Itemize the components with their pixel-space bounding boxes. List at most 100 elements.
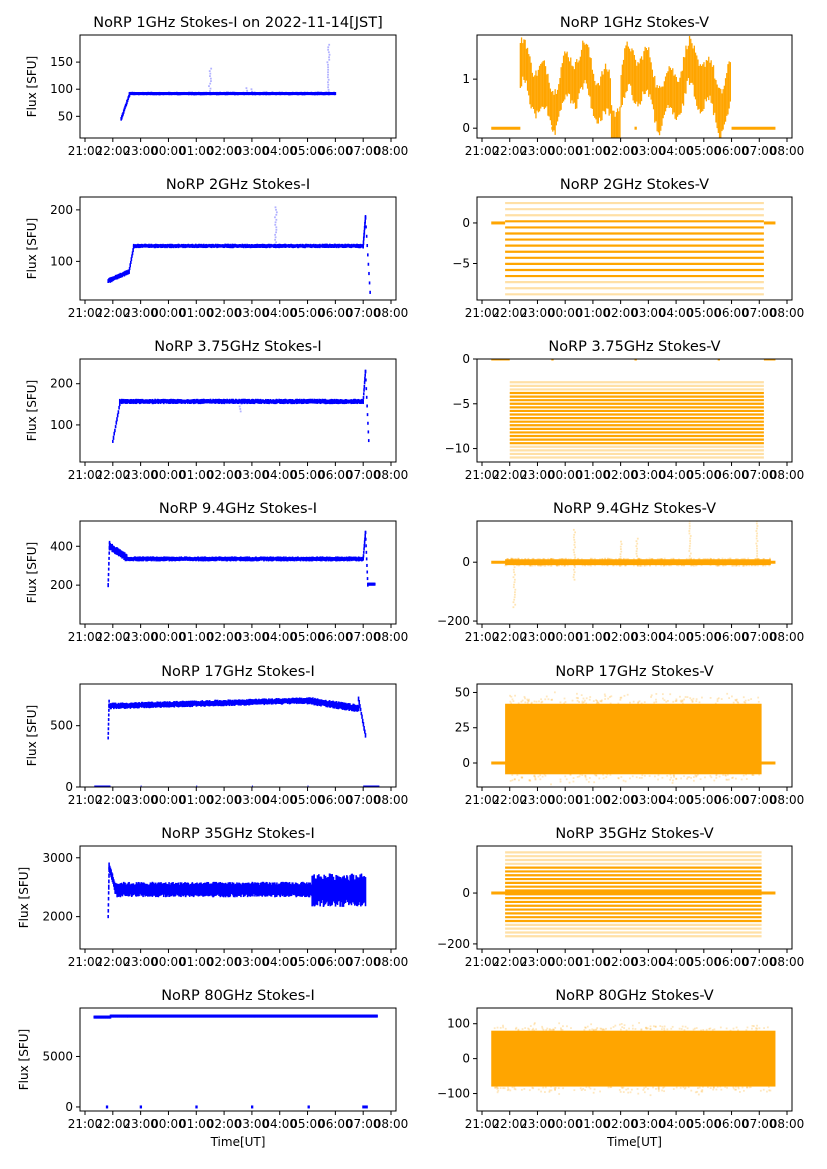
data-point (663, 564, 666, 567)
data-point (548, 1029, 551, 1032)
data-point (556, 564, 558, 567)
y-tick-label: 1 (462, 72, 470, 86)
data-point (768, 564, 771, 567)
x-tick-label: 00:00 (151, 955, 186, 969)
data-point (663, 1085, 666, 1088)
data-point (684, 1025, 687, 1028)
x-tick-label: 01:00 (179, 1117, 214, 1131)
data-point (559, 701, 562, 704)
data-point (531, 564, 534, 567)
axes-frame (79, 358, 397, 463)
data-point (715, 773, 718, 776)
data-point (636, 542, 639, 545)
data-point (514, 593, 516, 596)
x-tick-label: 21:00 (68, 630, 103, 644)
data-point (517, 1028, 520, 1031)
data-point (589, 696, 592, 698)
data-point (762, 1088, 765, 1091)
x-tick-label: 01:00 (576, 955, 611, 969)
data-point (521, 699, 524, 702)
data-point (657, 1087, 660, 1090)
data-point (245, 92, 248, 95)
x-tick-label: 06:00 (714, 1117, 749, 1131)
chart-title: NoRP 9.4GHz Stokes-I (159, 501, 317, 517)
data-point (609, 702, 612, 705)
x-tick-label: 01:00 (576, 1117, 611, 1131)
data-point (560, 558, 563, 560)
data-point (551, 698, 554, 701)
data-point (635, 550, 638, 553)
x-tick-label: 01:00 (576, 468, 611, 482)
data-point (590, 564, 592, 567)
x-tick-label: 04:00 (659, 1117, 694, 1131)
x-tick-label: 07:00 (742, 468, 777, 482)
data-point (625, 564, 627, 567)
data-point (684, 696, 687, 698)
data-point (543, 558, 546, 561)
y-tick-label: 100 (447, 1017, 470, 1031)
data-point (494, 1086, 496, 1089)
data-point (513, 566, 516, 569)
y-tick-label: 200 (50, 377, 73, 391)
data-point (659, 558, 662, 561)
data-point (497, 1087, 499, 1090)
data-point (617, 702, 620, 705)
x-tick-label: 07:00 (742, 144, 777, 158)
data-point (766, 1090, 768, 1093)
x-tick-label: 23:00 (123, 468, 158, 482)
x-tick-label: 05:00 (290, 144, 325, 158)
data-point (638, 558, 640, 560)
x-tick-label: 03:00 (235, 630, 270, 644)
data-point (742, 557, 745, 560)
data-point (628, 1027, 630, 1030)
data-point (690, 564, 692, 567)
x-tick-label: 23:00 (520, 468, 555, 482)
x-tick-label: 00:00 (151, 468, 186, 482)
data-point (759, 1089, 762, 1092)
data-point (326, 61, 329, 64)
data-point (604, 558, 607, 560)
data-point (603, 564, 606, 567)
data-point (732, 1087, 735, 1090)
data-point (544, 698, 547, 701)
data-point (700, 1029, 702, 1032)
data-point (737, 701, 740, 704)
y-tick-label: 3000 (42, 851, 73, 865)
data-point (274, 238, 276, 241)
data-point (511, 558, 513, 561)
y-tick-label: 200 (50, 578, 73, 592)
axes-frame (476, 683, 793, 788)
data-point (524, 1027, 527, 1029)
data-point (592, 1091, 595, 1094)
data-point (274, 223, 277, 226)
data-point (584, 1026, 586, 1029)
data-point (749, 1086, 752, 1088)
data-point (649, 1027, 652, 1030)
data-point (688, 530, 691, 532)
data-point (757, 700, 760, 703)
data-point (672, 700, 675, 703)
panel-1GHz-V: NoRP 1GHz Stokes-V 0 1 21:0022:0023:0000:00… (462, 15, 804, 158)
data-point (647, 1087, 649, 1090)
data-point (327, 73, 329, 76)
x-tick-label: 21:00 (68, 793, 103, 807)
data-point (683, 698, 685, 701)
data-point (510, 695, 513, 698)
data-point (757, 558, 759, 561)
data-point (512, 606, 515, 609)
data-point (542, 558, 545, 560)
data-point (735, 699, 737, 702)
data-point (648, 557, 651, 560)
data-point (588, 564, 591, 567)
data-point (590, 1023, 593, 1026)
x-tick-label: 22:00 (492, 955, 527, 969)
data-point (328, 43, 331, 46)
data-point (550, 1089, 553, 1092)
data-point (493, 1027, 496, 1030)
data-point (735, 558, 737, 560)
data-point (526, 698, 529, 701)
x-tick-label: 07:00 (346, 306, 381, 320)
data-point (711, 1029, 714, 1031)
data-point (509, 700, 512, 703)
data-point (597, 702, 600, 705)
